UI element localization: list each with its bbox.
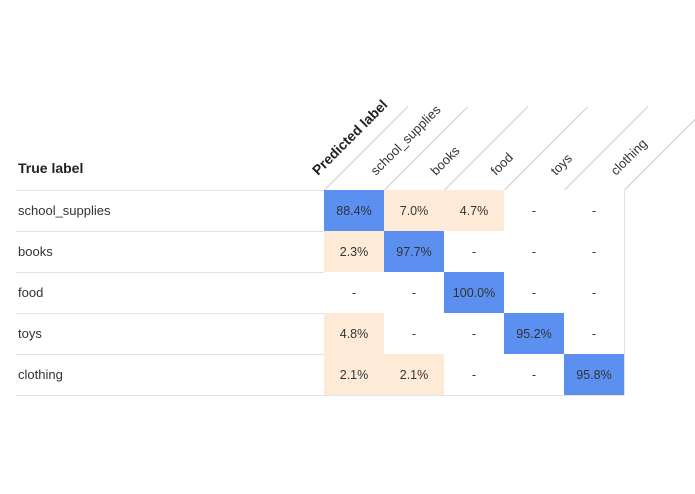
cell-food-school_supplies xyxy=(324,272,384,313)
cell-books-books xyxy=(384,231,444,272)
cell-value: 97.7% xyxy=(396,245,431,259)
header-divider xyxy=(324,106,409,191)
cell-value: 2.1% xyxy=(400,368,429,382)
cell-value: - xyxy=(592,286,596,300)
cell-toys-food xyxy=(444,313,504,354)
cell-value: 4.8% xyxy=(340,327,369,341)
cell-value: 100.0% xyxy=(453,286,495,300)
row-label-clothing: clothing xyxy=(18,367,63,382)
true-label-title: True label xyxy=(18,160,83,176)
cell-value: - xyxy=(412,286,416,300)
cell-value: 88.4% xyxy=(336,204,371,218)
cell-clothing-books xyxy=(384,354,444,395)
column-label-clothing: clothing xyxy=(608,136,650,178)
cell-school_supplies-toys xyxy=(504,190,564,231)
header-divider xyxy=(384,106,469,191)
cell-value: - xyxy=(532,204,536,218)
cell-clothing-toys xyxy=(504,354,564,395)
cell-school_supplies-clothing xyxy=(564,190,624,231)
header-divider xyxy=(504,106,589,191)
column-label-books: books xyxy=(428,143,463,178)
cell-value: - xyxy=(532,368,536,382)
cell-value: 7.0% xyxy=(400,204,429,218)
cell-value: 4.7% xyxy=(460,204,489,218)
cells: 88.4% 7.0% 4.7% - - 2.3% 97.7% - - - - - 100.0% - - 4.8… xyxy=(324,190,624,395)
cell-value: - xyxy=(472,368,476,382)
cell-value: 95.8% xyxy=(576,368,611,382)
cell-value: - xyxy=(592,245,596,259)
cell-books-school_supplies xyxy=(324,231,384,272)
cell-toys-books xyxy=(384,313,444,354)
cell-value: 2.3% xyxy=(340,245,369,259)
cell-value: - xyxy=(472,245,476,259)
header-divider xyxy=(624,118,695,191)
cell-value: 2.1% xyxy=(340,368,369,382)
row-label-food: food xyxy=(18,285,43,300)
column-label-toys: toys xyxy=(548,150,576,178)
cell-clothing-clothing xyxy=(564,354,624,395)
cell-value: - xyxy=(592,327,596,341)
cell-food-clothing xyxy=(564,272,624,313)
cell-clothing-school_supplies xyxy=(324,354,384,395)
row-label-toys: toys xyxy=(18,326,42,341)
cell-food-books xyxy=(384,272,444,313)
cell-value: 95.2% xyxy=(516,327,551,341)
cell-toys-toys xyxy=(504,313,564,354)
column-label-food: food xyxy=(488,150,517,179)
cell-school_supplies-books xyxy=(384,190,444,231)
cell-school_supplies-food xyxy=(444,190,504,231)
cell-books-food xyxy=(444,231,504,272)
header-divider xyxy=(564,106,649,191)
cell-school_supplies-school_supplies xyxy=(324,190,384,231)
cell-value: - xyxy=(532,245,536,259)
cell-books-toys xyxy=(504,231,564,272)
cell-value: - xyxy=(472,327,476,341)
cell-food-toys xyxy=(504,272,564,313)
header-divider xyxy=(444,106,529,191)
cell-value: - xyxy=(412,327,416,341)
cell-clothing-food xyxy=(444,354,504,395)
cell-toys-clothing xyxy=(564,313,624,354)
cell-books-clothing xyxy=(564,231,624,272)
row-label-school_supplies: school_supplies xyxy=(18,203,111,218)
cell-value: - xyxy=(532,286,536,300)
cell-food-food xyxy=(444,272,504,313)
cell-value: - xyxy=(352,286,356,300)
cell-value: - xyxy=(592,204,596,218)
cell-toys-school_supplies xyxy=(324,313,384,354)
row-label-books: books xyxy=(18,244,53,259)
